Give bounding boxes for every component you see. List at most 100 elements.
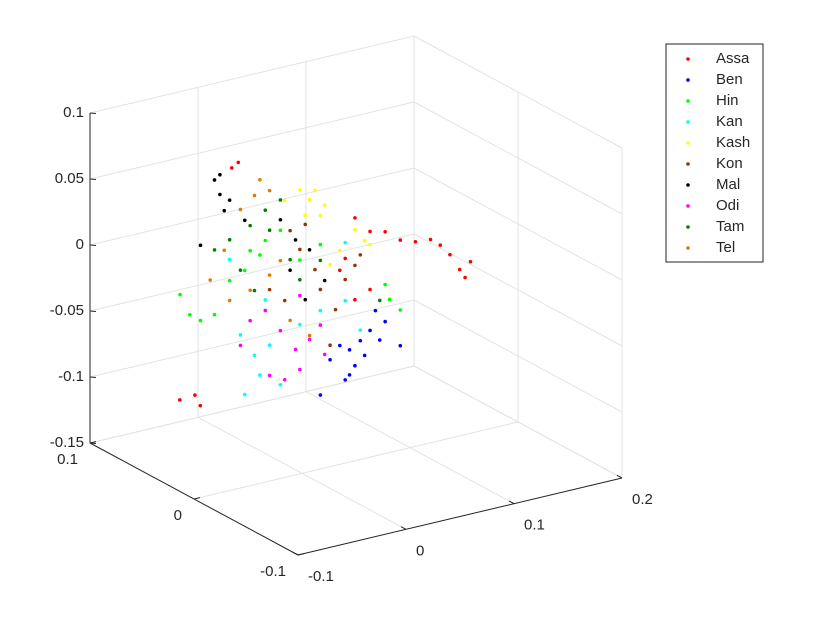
data-point <box>398 343 403 348</box>
data-point <box>242 392 247 397</box>
data-point <box>227 237 232 242</box>
grid-line <box>413 233 623 347</box>
data-point <box>293 347 298 352</box>
data-point <box>347 348 352 352</box>
x-tick <box>616 474 623 479</box>
data-point <box>438 243 443 247</box>
data-point <box>282 298 287 303</box>
data-point <box>242 268 247 273</box>
z-tick <box>89 244 97 246</box>
legend-marker <box>686 183 690 187</box>
legend-marker <box>686 99 690 103</box>
y-tick-label: 0.1 <box>57 451 78 468</box>
data-point <box>278 258 283 263</box>
data-point <box>178 292 182 297</box>
data-point <box>198 403 203 408</box>
data-point <box>227 198 232 202</box>
data-point <box>353 263 357 268</box>
data-point <box>208 278 212 282</box>
x-axis-line <box>297 477 623 556</box>
grid-line <box>413 167 623 281</box>
data-point <box>377 298 382 303</box>
data-point <box>343 240 348 245</box>
legend-label: Mal <box>716 176 740 193</box>
grid-line <box>89 365 415 444</box>
legend-marker <box>686 162 690 166</box>
data-point <box>338 248 342 253</box>
data-point <box>343 277 348 282</box>
data-point <box>328 262 332 267</box>
z-tick-label: -0.15 <box>50 434 84 451</box>
data-point <box>318 323 323 327</box>
grid-line <box>89 101 415 180</box>
grid-line <box>413 365 623 479</box>
series-points <box>282 188 372 267</box>
x-tick-label: 0.1 <box>524 517 545 534</box>
data-point <box>322 352 327 357</box>
z-tick <box>89 178 97 180</box>
data-point <box>338 343 342 348</box>
data-point <box>248 248 252 253</box>
data-point <box>218 192 222 197</box>
grid-line <box>413 299 623 413</box>
data-point <box>248 318 252 323</box>
data-point <box>307 247 312 252</box>
data-point <box>353 297 357 302</box>
data-point <box>288 257 292 262</box>
legend-marker <box>686 246 690 250</box>
data-point <box>252 193 257 198</box>
data-point <box>347 373 352 377</box>
x-tick-label: 0.2 <box>632 491 653 508</box>
data-point <box>298 367 302 372</box>
data-point <box>398 308 403 312</box>
data-point <box>278 382 283 387</box>
data-point <box>353 363 357 368</box>
data-point <box>303 213 308 217</box>
data-point <box>383 319 387 324</box>
z-tick-label: -0.05 <box>50 302 84 319</box>
series-points <box>198 172 327 302</box>
data-point <box>318 242 323 247</box>
data-point <box>322 278 327 283</box>
data-point <box>313 267 317 272</box>
data-point <box>463 275 467 280</box>
data-point <box>252 353 257 358</box>
z-tick-label: 0.05 <box>55 170 84 187</box>
data-point <box>298 293 302 298</box>
data-point <box>278 217 283 222</box>
legend-marker <box>686 204 690 208</box>
data-point <box>368 328 372 333</box>
data-point <box>298 258 302 262</box>
data-point <box>267 373 272 378</box>
data-point <box>298 278 302 282</box>
data-point <box>428 237 433 242</box>
data-point <box>383 230 387 234</box>
data-point <box>188 312 192 317</box>
data-point <box>343 298 348 303</box>
series-points <box>178 160 473 408</box>
data-point <box>222 208 227 213</box>
data-point <box>227 278 232 283</box>
legend-marker <box>686 141 690 145</box>
data-point <box>362 353 367 358</box>
y-tick-label: 0 <box>174 507 182 524</box>
data-point <box>353 227 357 232</box>
x-tick-label: -0.1 <box>308 568 334 585</box>
data-point <box>368 287 372 292</box>
data-point <box>353 216 357 220</box>
data-point <box>212 312 217 317</box>
data-point <box>218 172 222 177</box>
data-point <box>252 288 257 293</box>
data-point <box>387 297 392 302</box>
series-points <box>318 308 403 397</box>
data-point <box>258 253 262 257</box>
data-point <box>328 357 332 362</box>
data-point <box>333 307 338 312</box>
data-point <box>413 239 418 244</box>
z-tick-label: 0 <box>76 236 84 253</box>
data-point <box>278 228 283 233</box>
data-point <box>263 308 268 313</box>
x-tick <box>292 551 299 556</box>
series-points <box>212 198 382 303</box>
